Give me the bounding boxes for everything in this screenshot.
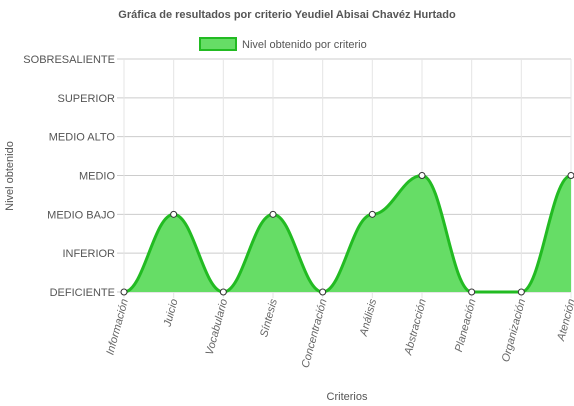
y-tick-label: DEFICIENTE <box>50 287 115 299</box>
series-points <box>120 172 574 296</box>
legend-label: Nivel obtenido por criterio <box>242 39 367 51</box>
data-point[interactable] <box>319 288 327 296</box>
y-tick-label: MEDIO ALTO <box>49 132 116 144</box>
y-axis-label: Nivel obtenido <box>4 141 16 211</box>
legend-swatch <box>199 37 237 51</box>
data-point[interactable] <box>468 288 476 296</box>
x-tick-label: Atención <box>555 298 574 343</box>
x-tick-label: Juicio <box>161 298 180 329</box>
y-tick-label: MEDIO <box>79 171 116 183</box>
data-point[interactable] <box>219 288 227 296</box>
area-fill <box>124 175 571 292</box>
data-point[interactable] <box>567 172 574 179</box>
y-axis-ticks: DEFICIENTE INFERIOR MEDIO BAJO MEDIO MEDIO A… <box>23 54 115 299</box>
legend[interactable]: Nivel obtenido por criterio <box>199 37 367 51</box>
data-point[interactable] <box>418 172 426 179</box>
x-tick-label: Abstracción <box>402 298 429 358</box>
y-tick-label: SOBRESALIENTE <box>23 54 115 66</box>
data-point[interactable] <box>269 210 277 218</box>
x-tick-label: Planeación <box>453 298 479 354</box>
data-point[interactable] <box>170 210 178 218</box>
data-point[interactable] <box>517 288 525 296</box>
chart-title: Gráfica de resultados por criterio Yeudi… <box>118 9 456 21</box>
x-tick-label: Información <box>104 298 130 357</box>
y-tick-label: MEDIO BAJO <box>47 209 115 221</box>
x-axis-label: Criterios <box>327 391 368 403</box>
x-tick-label: Organización <box>500 298 528 364</box>
data-point[interactable] <box>120 288 128 296</box>
x-tick-label: Concentración <box>300 298 330 370</box>
x-axis-ticks: Información Juicio Vocabulario Síntesis Conc… <box>104 297 574 369</box>
x-tick-label: Síntesis <box>258 297 280 338</box>
x-tick-label: Análisis <box>358 297 380 338</box>
y-tick-label: INFERIOR <box>62 248 115 260</box>
data-point[interactable] <box>368 210 376 218</box>
y-tick-label: SUPERIOR <box>58 93 116 105</box>
series-area <box>123 173 572 294</box>
x-tick-label: Vocabulario <box>204 298 231 357</box>
series-line <box>123 173 572 294</box>
